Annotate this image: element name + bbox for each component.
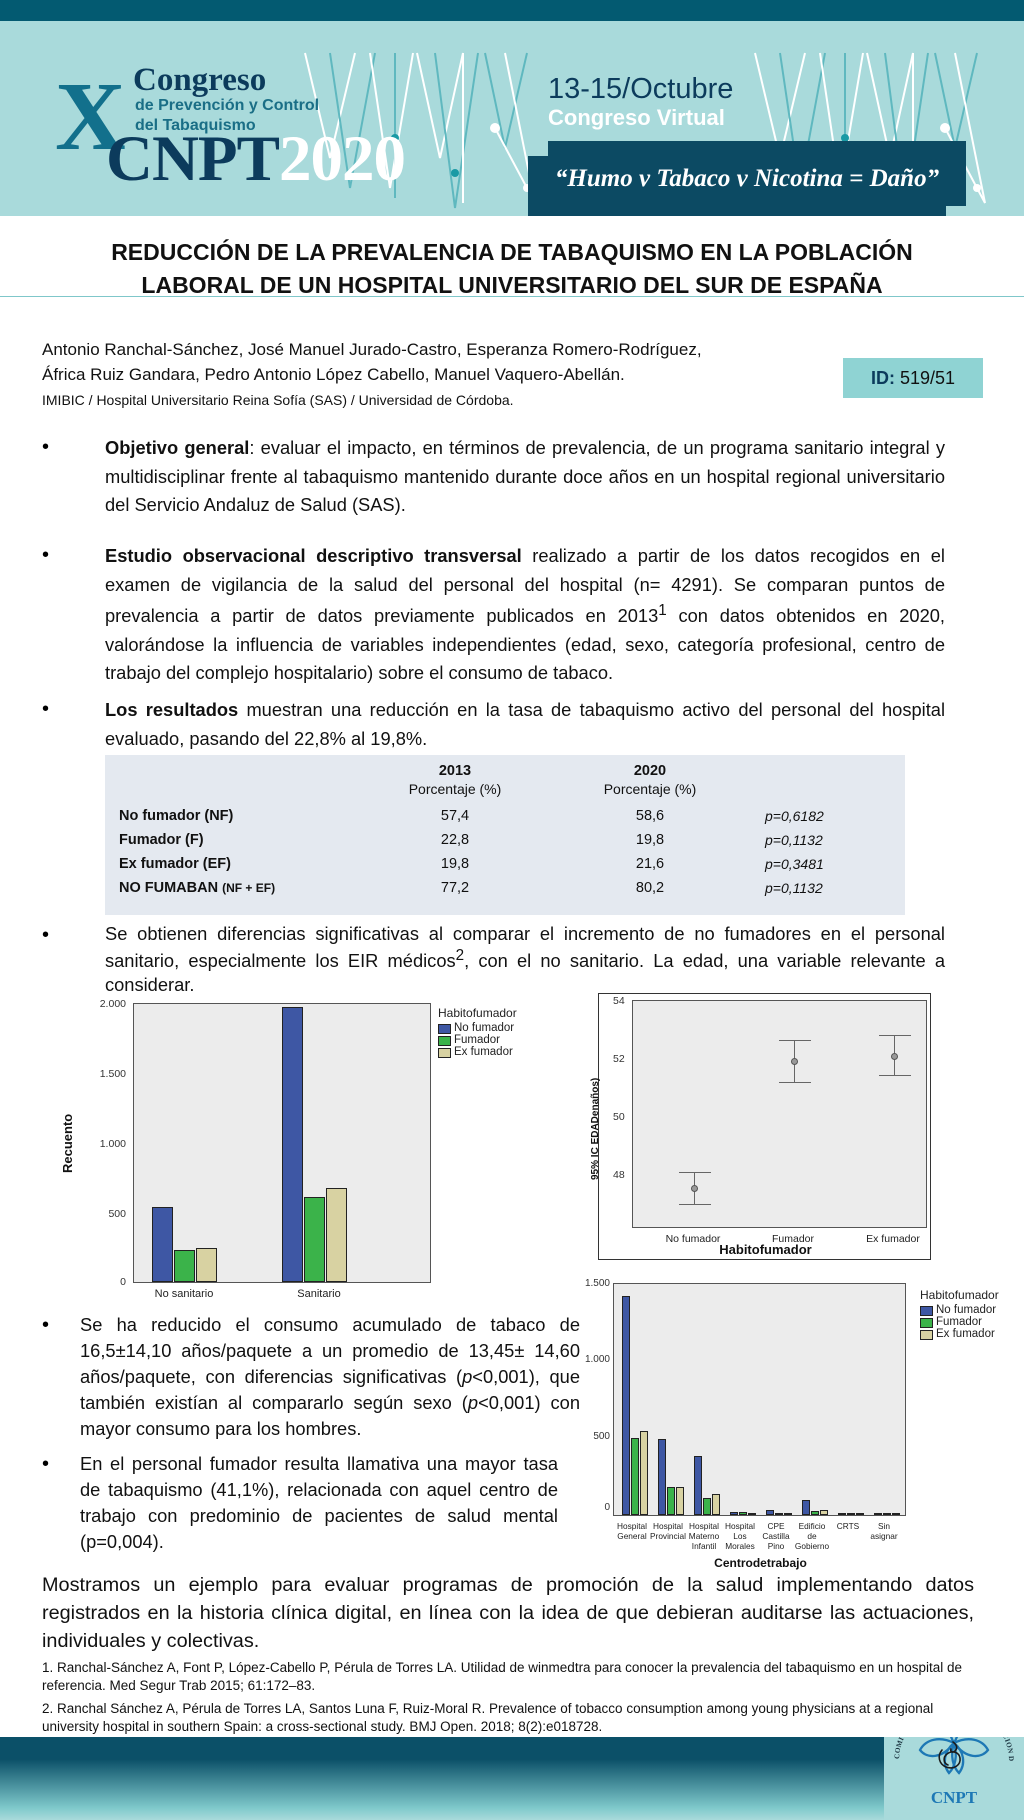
svg-text:CNPT: CNPT [931, 1788, 978, 1807]
